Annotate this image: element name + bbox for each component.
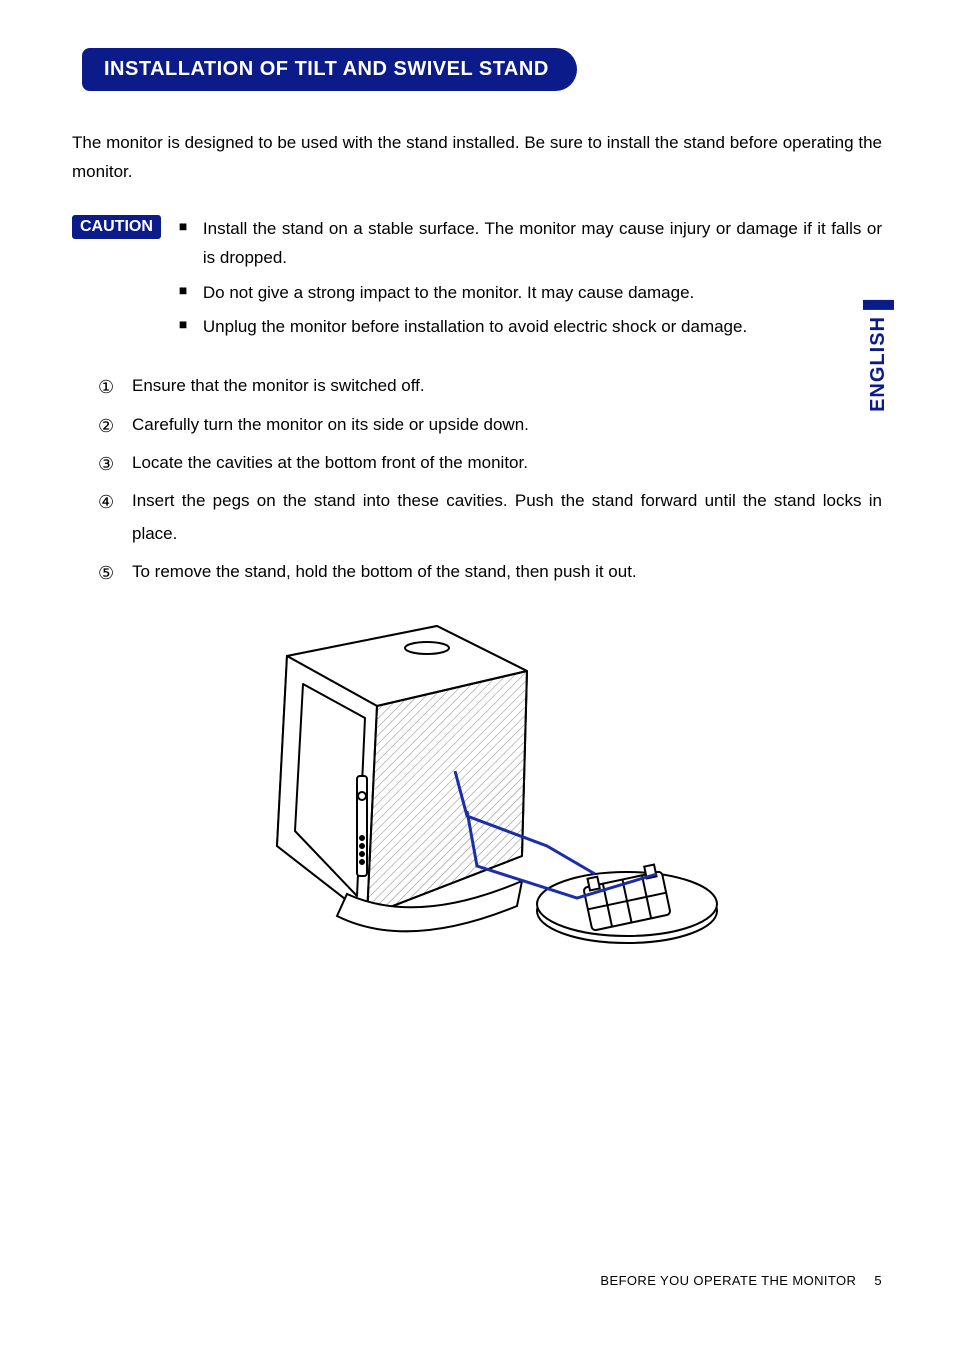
section-heading: INSTALLATION OF TILT AND SWIVEL STAND [82, 48, 577, 91]
footer-text: BEFORE YOU OPERATE THE MONITOR [600, 1273, 856, 1288]
step-marker: ③ [98, 447, 114, 481]
step-item: ① Ensure that the monitor is switched off… [98, 370, 882, 402]
caution-item: Do not give a strong impact to the monit… [179, 279, 882, 308]
step-item: ③ Locate the cavities at the bottom front… [98, 447, 882, 479]
step-marker: ② [98, 409, 114, 443]
caution-item: Install the stand on a stable surface. T… [179, 215, 882, 273]
step-item: ④ Insert the pegs on the stand into these… [98, 485, 882, 550]
steps-list: ① Ensure that the monitor is switched off… [98, 370, 882, 588]
installation-diagram [72, 616, 882, 981]
page-number: 5 [874, 1273, 882, 1288]
page-footer: BEFORE YOU OPERATE THE MONITOR 5 [600, 1273, 882, 1288]
step-item: ② Carefully turn the monitor on its side … [98, 409, 882, 441]
step-marker: ① [98, 370, 114, 404]
step-text: Locate the cavities at the bottom front … [132, 453, 528, 472]
step-marker: ⑤ [98, 556, 114, 590]
caution-list: Install the stand on a stable surface. T… [179, 215, 882, 349]
intro-paragraph: The monitor is designed to be used with … [72, 129, 882, 187]
caution-badge: CAUTION [72, 215, 161, 239]
monitor-stand-illustration-icon [217, 616, 737, 976]
step-text: Carefully turn the monitor on its side o… [132, 415, 529, 434]
caution-item: Unplug the monitor before installation t… [179, 313, 882, 342]
step-text: Ensure that the monitor is switched off. [132, 376, 425, 395]
step-text: To remove the stand, hold the bottom of … [132, 562, 637, 581]
step-item: ⑤ To remove the stand, hold the bottom of… [98, 556, 882, 588]
step-text: Insert the pegs on the stand into these … [132, 491, 882, 542]
language-side-tab: ENGLISH [863, 300, 894, 418]
step-marker: ④ [98, 485, 114, 519]
